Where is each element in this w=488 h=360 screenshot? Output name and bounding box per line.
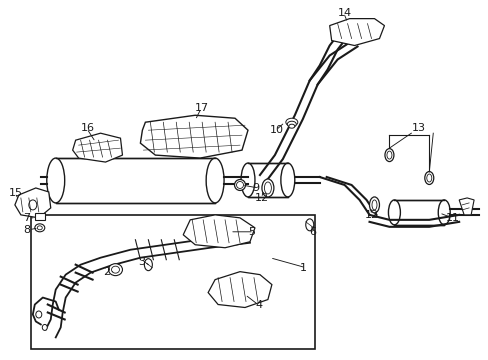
Ellipse shape	[371, 200, 376, 210]
Polygon shape	[458, 198, 473, 215]
Ellipse shape	[424, 171, 433, 184]
Text: 13: 13	[410, 123, 425, 133]
Text: 15: 15	[9, 188, 23, 198]
Ellipse shape	[288, 124, 294, 128]
Ellipse shape	[285, 118, 297, 126]
Text: 9: 9	[251, 183, 259, 193]
Ellipse shape	[236, 181, 243, 189]
Text: 12: 12	[364, 210, 378, 220]
Ellipse shape	[37, 226, 42, 230]
Ellipse shape	[262, 179, 273, 197]
Polygon shape	[15, 188, 51, 218]
Ellipse shape	[386, 151, 391, 159]
Polygon shape	[73, 133, 122, 162]
Ellipse shape	[35, 224, 45, 232]
Ellipse shape	[437, 200, 449, 225]
Ellipse shape	[305, 219, 313, 231]
Ellipse shape	[387, 200, 400, 225]
Polygon shape	[208, 272, 271, 307]
Text: 6: 6	[309, 227, 316, 237]
Ellipse shape	[369, 197, 379, 213]
Ellipse shape	[42, 324, 47, 330]
Ellipse shape	[47, 158, 64, 203]
Ellipse shape	[108, 264, 122, 276]
Polygon shape	[140, 115, 247, 158]
Ellipse shape	[280, 163, 294, 197]
Ellipse shape	[36, 311, 41, 318]
Bar	[394, 200, 443, 225]
Ellipse shape	[426, 174, 431, 182]
Ellipse shape	[144, 259, 152, 271]
Text: 12: 12	[254, 193, 268, 203]
Text: 14: 14	[337, 8, 351, 18]
Text: 16: 16	[81, 123, 95, 133]
Bar	[56, 158, 215, 203]
Ellipse shape	[29, 200, 37, 210]
Text: 17: 17	[195, 103, 209, 113]
Polygon shape	[35, 213, 45, 220]
Text: 10: 10	[269, 125, 284, 135]
Ellipse shape	[206, 158, 224, 203]
Text: 1: 1	[299, 263, 306, 273]
Polygon shape	[329, 19, 384, 45]
Ellipse shape	[241, 163, 254, 197]
Text: 8: 8	[23, 225, 30, 235]
Text: 7: 7	[23, 213, 30, 223]
Polygon shape	[183, 215, 254, 248]
Ellipse shape	[287, 121, 296, 127]
Text: 5: 5	[247, 227, 254, 237]
Ellipse shape	[384, 149, 393, 162]
Ellipse shape	[264, 182, 271, 194]
Text: 11: 11	[446, 213, 459, 223]
Text: 3: 3	[138, 257, 145, 267]
Bar	[247, 163, 287, 197]
Ellipse shape	[234, 180, 245, 190]
Text: 4: 4	[254, 300, 262, 310]
Ellipse shape	[111, 266, 119, 273]
Text: 2: 2	[103, 267, 110, 276]
Bar	[31, 215, 314, 349]
